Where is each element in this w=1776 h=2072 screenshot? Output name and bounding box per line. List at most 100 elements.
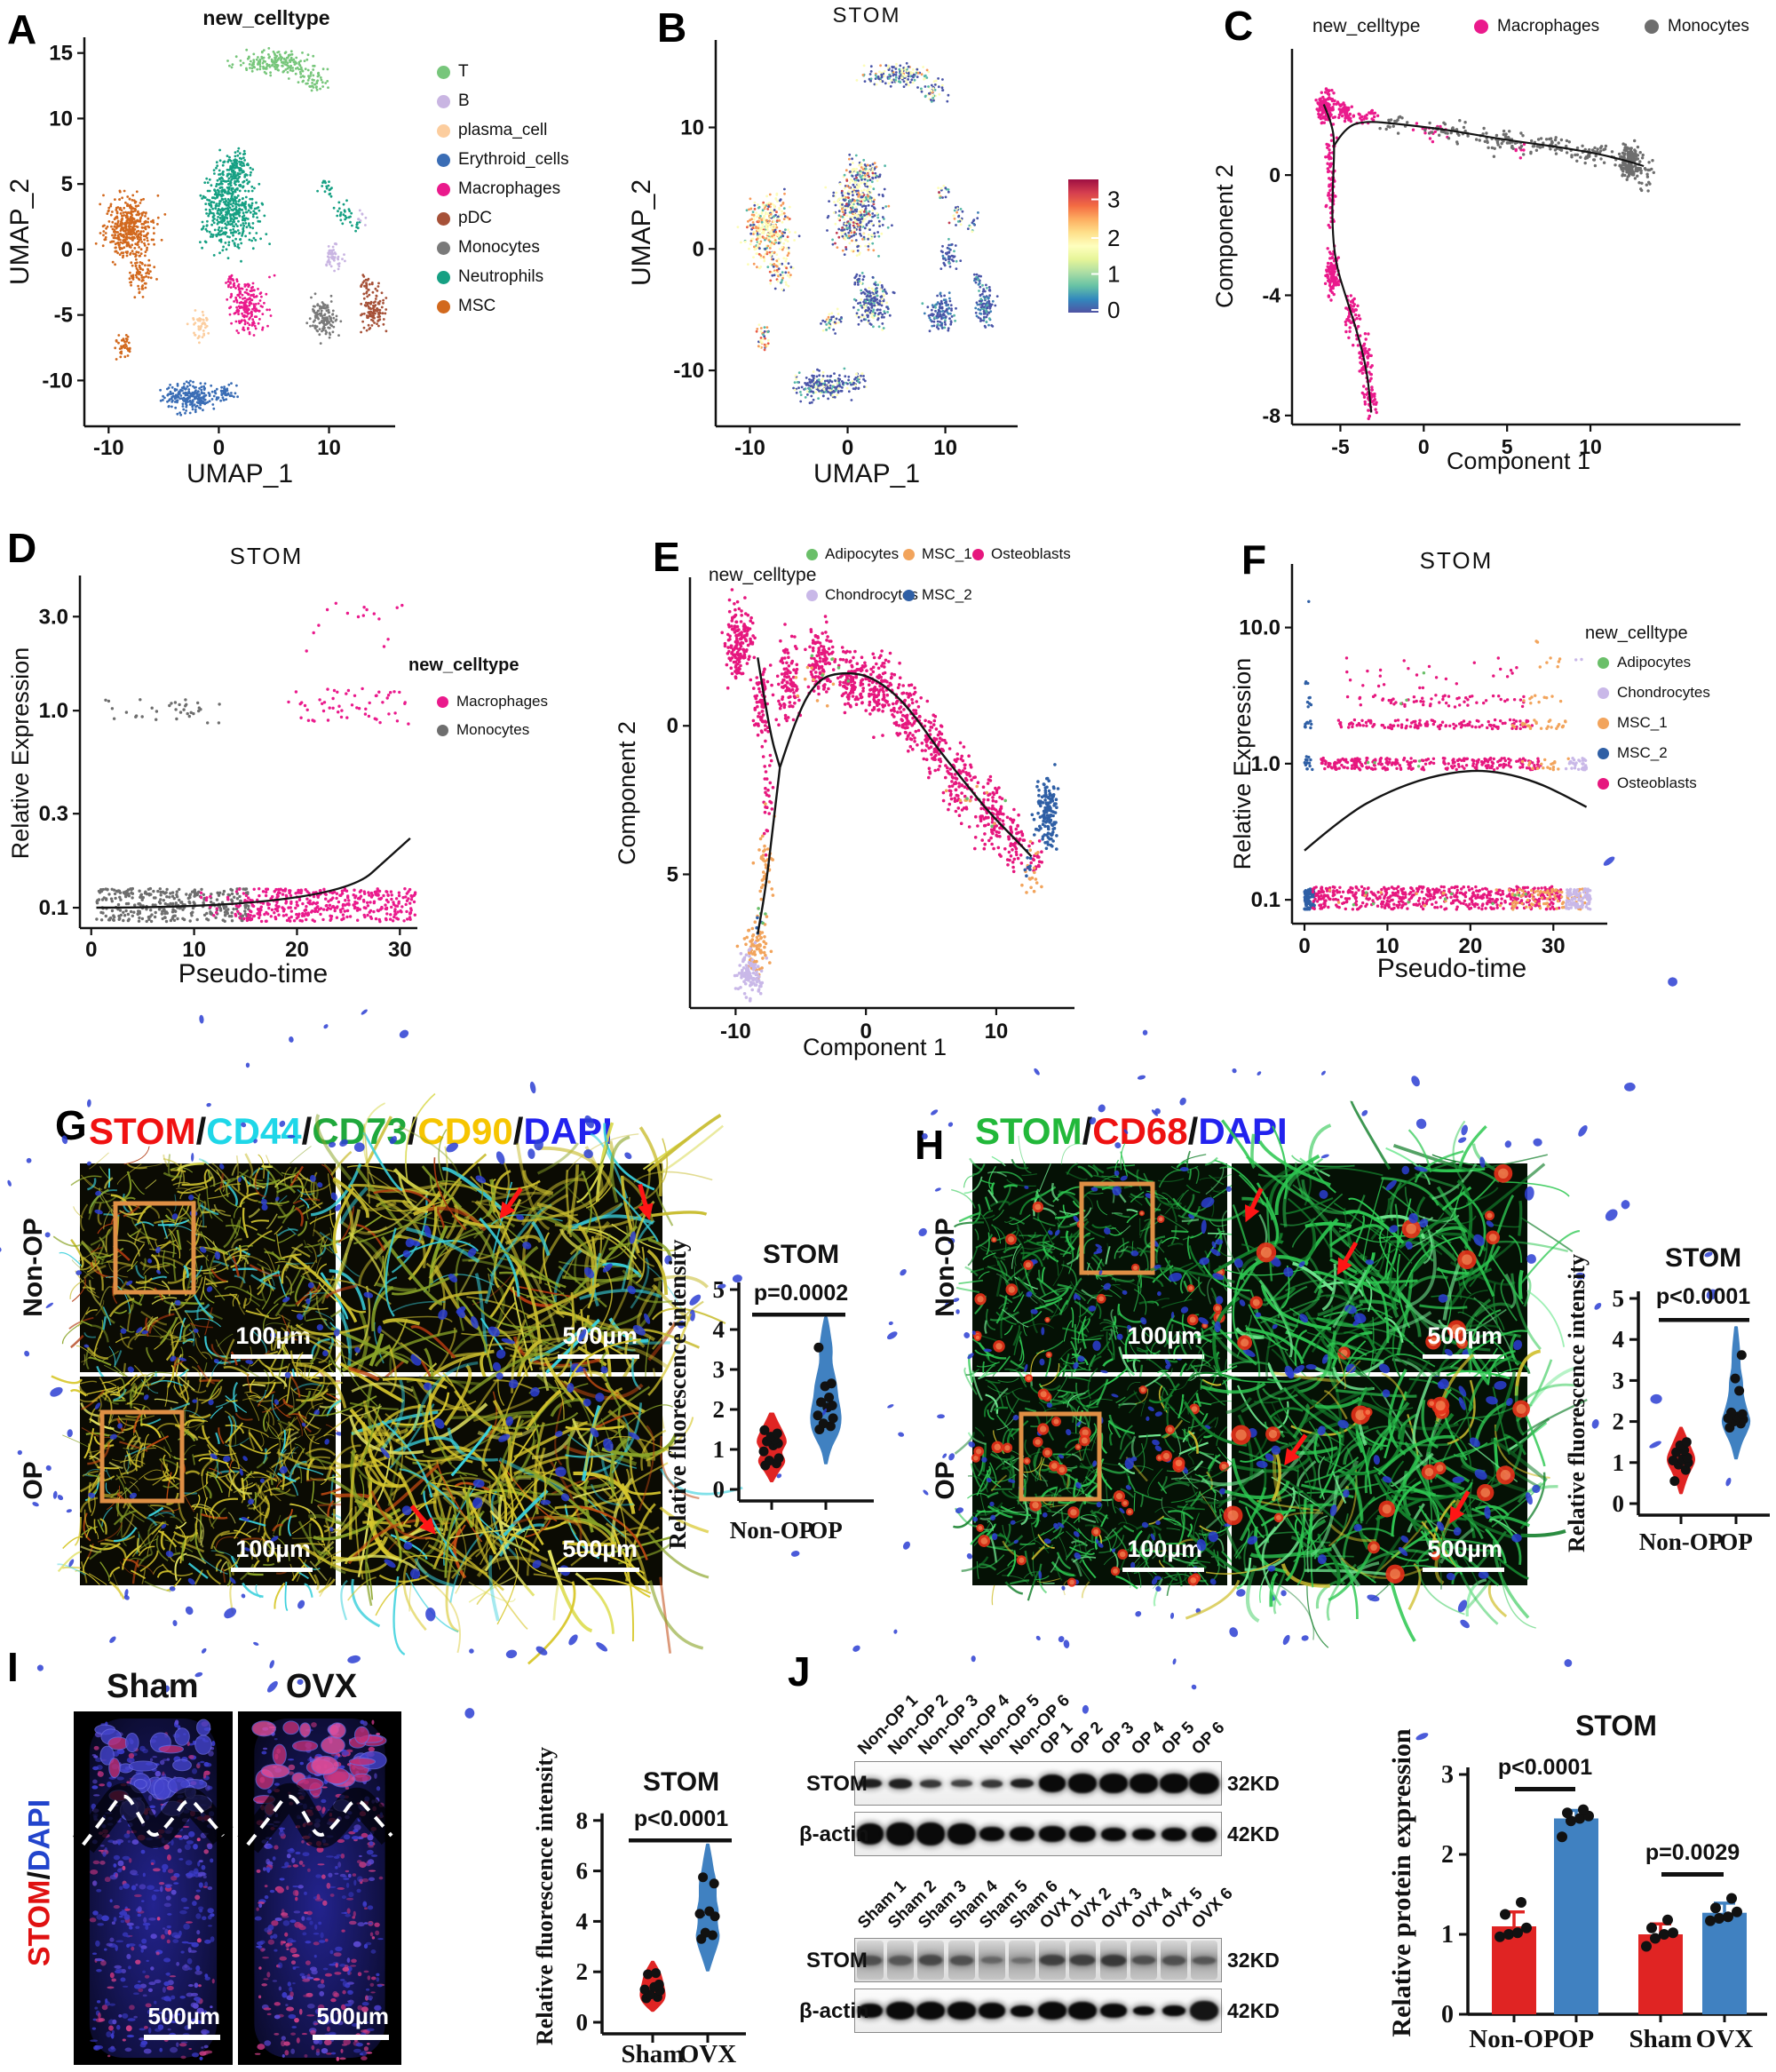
colorbar-tick: 3 — [1107, 187, 1120, 213]
data-point — [643, 1969, 654, 1980]
y-tick-label: 1 — [1441, 1921, 1454, 1949]
p-value: p<0.0001 — [1498, 1755, 1592, 1780]
y-tick-label: 5 — [61, 172, 73, 196]
stain-title-part: / — [1187, 1110, 1199, 1152]
data-point — [759, 1425, 770, 1435]
panel-label: F — [1241, 536, 1267, 583]
legend-item-label: plasma_cell — [458, 121, 548, 139]
scale-bar — [558, 1354, 639, 1359]
category-label: Sham — [622, 2040, 685, 2068]
legend-item-label: B — [458, 91, 470, 110]
category-label: OVX — [679, 2040, 737, 2068]
if-image-sham: 500µm — [72, 1711, 234, 2065]
data-point — [1562, 1807, 1573, 1819]
if-image-op-overview: 100µm — [776, 1071, 1379, 1780]
legend-dot — [437, 183, 450, 196]
inset-box — [99, 1409, 185, 1504]
scale-bar-label: 500µm — [317, 2003, 389, 2029]
data-point — [694, 1909, 705, 1919]
legend-item-label: Macrophages — [456, 693, 549, 710]
if-image-nonop-overview: 100µm — [0, 1009, 469, 1563]
y-axis-label: Relative Expression — [1229, 658, 1256, 870]
y-axis-label: Component 2 — [1211, 164, 1238, 308]
scale-bar-label: 500µm — [562, 1536, 638, 1562]
protein-band — [889, 1955, 913, 1965]
data-point — [1730, 1373, 1740, 1384]
legend-dot — [903, 549, 915, 560]
protein-band — [1068, 2002, 1098, 2020]
y-tick-label: 0 — [667, 714, 678, 738]
red-arrow — [499, 1187, 523, 1219]
protein-band — [1162, 1827, 1186, 1841]
panel-label: I — [7, 1644, 19, 1690]
data-point — [1710, 1902, 1721, 1914]
data-point — [824, 1393, 835, 1402]
protein-band — [886, 1822, 916, 1846]
data-point — [1557, 1831, 1567, 1843]
data-point — [813, 1410, 823, 1421]
data-point — [698, 1872, 709, 1883]
scatter-points — [94, 47, 388, 417]
blot-row-label: STOM — [806, 1949, 868, 1973]
protein-band — [1129, 1774, 1158, 1793]
x-axis-label: UMAP_1 — [813, 459, 920, 488]
column-title: Sham — [107, 1668, 199, 1705]
trajectory-line — [757, 657, 781, 768]
protein-band — [857, 1823, 884, 1845]
x-tick-label: 0 — [1298, 934, 1310, 958]
panel-a-umap-celltype: A -10 0 10 15 10 5 0 -5 -10 new_celltype UMAP_1 UMAP… — [0, 0, 608, 502]
category-label: Non-OP — [1639, 1528, 1724, 1555]
scale-bar — [144, 2035, 220, 2040]
x-tick-label: -5 — [1331, 435, 1350, 458]
lane-label: OP 5 — [1158, 1718, 1199, 1758]
y-tick-label: 2 — [1441, 1841, 1454, 1869]
blot-smear — [1009, 1941, 1035, 1980]
y-tick-label: 6 — [576, 1858, 589, 1885]
scale-bar — [231, 1354, 313, 1359]
stain-title-part: / — [22, 1871, 57, 1880]
x-tick-label: 0 — [842, 436, 853, 460]
stain-title-part: STOM — [975, 1110, 1082, 1152]
protein-band — [916, 1822, 946, 1846]
legend-item-label: Adipocytes — [1617, 654, 1692, 671]
trajectory-msc-chart: -10 0 10 0 5 Component 1 Component 2 — [614, 577, 1074, 1060]
if-image-nonop-zoom: 500µm — [1092, 856, 1717, 1529]
scatter-points — [720, 588, 1060, 1003]
panel-c-trajectory-macrophage: C -5 0 5 10 0 -4 -8 Component 1 Component 2 new_ce… — [1208, 0, 1776, 502]
stain-title-part: CD68 — [1092, 1110, 1188, 1152]
data-point — [1734, 1385, 1745, 1396]
data-point — [1516, 1897, 1526, 1908]
data-point — [704, 1906, 715, 1917]
p-value: p=0.0029 — [1645, 1840, 1740, 1865]
y-tick-label: 0 — [1269, 163, 1280, 187]
scale-bar-label: 500µm — [1427, 1322, 1502, 1349]
scale-bar-label: 500µm — [148, 2003, 220, 2029]
if-image-ovx: 500µm — [237, 1711, 402, 2065]
protein-band — [947, 2002, 976, 2020]
legend-item-label: MSC — [458, 297, 496, 315]
legend-dot — [1598, 718, 1609, 729]
legend-item-label: MSC_2 — [922, 586, 972, 603]
blot-strip — [854, 1989, 1222, 2033]
p-value: p=0.0002 — [754, 1281, 848, 1306]
protein-band — [1039, 1826, 1066, 1842]
data-point — [1650, 1933, 1661, 1944]
y-axis-label: Relative Expression — [7, 647, 34, 860]
protein-band — [1011, 1779, 1034, 1788]
y-tick-label: 10 — [680, 115, 704, 139]
category-label: OVX — [1696, 2025, 1754, 2053]
column-title: OVX — [285, 1668, 358, 1705]
pseudotime-stom-msc-chart: 0 10 20 30 10.0 1.0 0.1 STOM Pseudo-time Relative… — [1229, 547, 1607, 983]
y-axis-label: UMAP_2 — [5, 179, 35, 285]
blot-row-label: STOM — [806, 1772, 868, 1796]
legend-item-label: Macrophages — [458, 179, 561, 198]
legend-dot — [437, 696, 448, 708]
data-point — [828, 1413, 838, 1424]
panel-f-pseudotime-stom-msc: F 0 10 20 30 10.0 1.0 0.1 STOM Pseudo-time Relativ… — [1229, 513, 1776, 1100]
y-tick-label: 0 — [713, 1476, 725, 1503]
trajectory-line — [1322, 104, 1373, 413]
y-tick-label: 2 — [1613, 1409, 1625, 1435]
legend-dot — [437, 212, 450, 226]
legend-item-label: T — [458, 62, 469, 81]
